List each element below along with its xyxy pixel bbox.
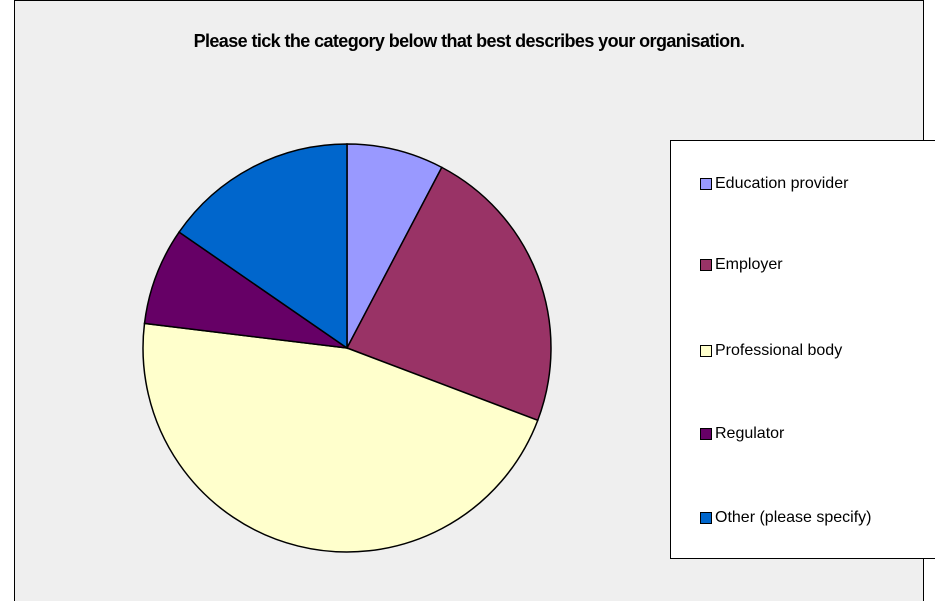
slice-professional-body — [142, 322, 539, 553]
legend-label: Education provider — [715, 175, 849, 192]
legend-item-regulator: Regulator — [700, 424, 784, 444]
legend-swatch — [700, 428, 712, 440]
legend-swatch — [700, 259, 712, 271]
chart-title: Please tick the category below that best… — [193, 31, 745, 51]
legend-swatch — [700, 345, 712, 357]
legend-item-employer: Employer — [700, 255, 783, 275]
slice-education-provider — [346, 143, 443, 349]
legend-label: Employer — [715, 256, 783, 273]
legend-item-education-provider: Education provider — [700, 174, 848, 194]
legend-swatch — [700, 512, 712, 524]
legend-label: Regulator — [715, 425, 785, 442]
chart-area: Please tick the category below that best… — [14, 0, 935, 601]
pie-chart — [142, 143, 552, 553]
slice-employer — [345, 166, 552, 422]
slice-other — [178, 143, 348, 350]
slice-regulator — [143, 231, 348, 349]
legend-item-professional-body: Professional body — [700, 341, 842, 361]
legend-label: Professional body — [715, 342, 843, 359]
legend-swatch — [700, 178, 712, 190]
legend-item-other: Other (please specify) — [700, 508, 872, 528]
legend-label: Other (please specify) — [715, 509, 872, 526]
chart-legend: Education provider Employer Professional… — [670, 140, 935, 559]
